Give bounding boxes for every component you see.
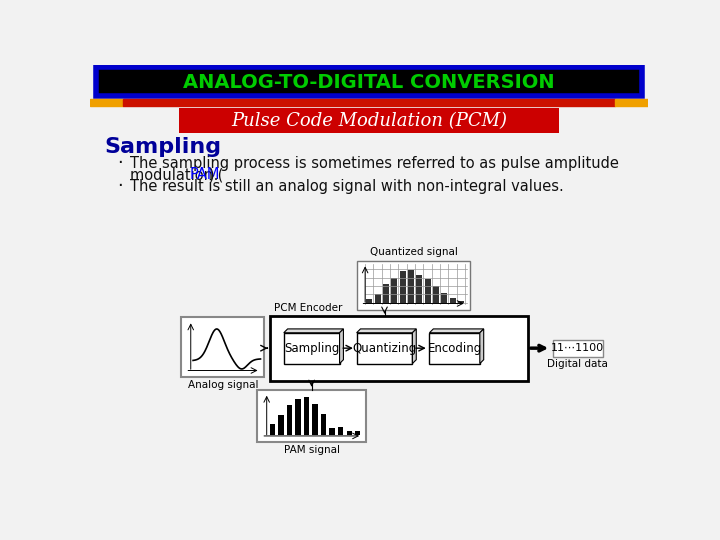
Text: Encoding: Encoding <box>428 342 482 355</box>
Text: Sampling: Sampling <box>284 342 339 355</box>
Bar <box>258 390 366 442</box>
Text: The sampling process is sometimes referred to as pulse amplitude: The sampling process is sometimes referr… <box>130 156 618 171</box>
Bar <box>408 269 414 303</box>
Bar <box>616 99 648 106</box>
Polygon shape <box>340 329 343 363</box>
Bar <box>284 333 340 363</box>
Text: The result is still an analog signal with non-integral values.: The result is still an analog signal wit… <box>130 179 563 194</box>
Text: PAM signal: PAM signal <box>284 445 340 455</box>
Bar <box>441 293 447 303</box>
Text: 11⋯1100: 11⋯1100 <box>552 343 604 353</box>
Bar <box>270 424 275 435</box>
FancyBboxPatch shape <box>96 67 642 96</box>
Text: Sampling: Sampling <box>104 137 221 157</box>
Bar <box>374 294 381 303</box>
Polygon shape <box>429 329 484 333</box>
Bar <box>433 286 439 303</box>
Bar <box>450 298 456 303</box>
Text: Quantized signal: Quantized signal <box>369 247 457 257</box>
Text: Quantizing: Quantizing <box>352 342 417 355</box>
Text: ).: ). <box>209 167 219 183</box>
Text: PCM Encoder: PCM Encoder <box>274 303 342 313</box>
Bar <box>90 99 122 106</box>
Polygon shape <box>413 329 416 363</box>
Bar <box>383 285 389 303</box>
Polygon shape <box>480 329 484 363</box>
Text: modulation (: modulation ( <box>130 167 223 183</box>
Bar <box>356 333 413 363</box>
Bar <box>270 316 528 381</box>
Bar <box>312 403 318 435</box>
Text: Pulse Code Modulation (PCM): Pulse Code Modulation (PCM) <box>231 112 507 130</box>
Bar <box>355 430 361 435</box>
Polygon shape <box>284 329 343 333</box>
Bar <box>122 99 616 106</box>
Bar <box>400 271 405 303</box>
Bar <box>338 427 343 435</box>
Bar <box>287 405 292 435</box>
Bar <box>304 397 310 435</box>
Bar <box>321 414 326 435</box>
Bar <box>416 274 422 303</box>
Polygon shape <box>356 329 416 333</box>
Bar <box>357 261 469 309</box>
Bar <box>553 340 603 356</box>
Bar <box>330 428 335 435</box>
Bar <box>366 299 372 303</box>
Text: ·: · <box>117 154 123 172</box>
Text: Digital data: Digital data <box>547 359 608 369</box>
Bar <box>179 108 559 132</box>
Text: ·: · <box>117 178 123 195</box>
Bar <box>425 280 431 303</box>
Bar <box>429 333 480 363</box>
Text: ANALOG-TO-DIGITAL CONVERSION: ANALOG-TO-DIGITAL CONVERSION <box>183 73 555 92</box>
Bar <box>295 399 301 435</box>
Text: PAM: PAM <box>190 167 220 183</box>
Bar <box>346 431 352 435</box>
Bar <box>392 278 397 303</box>
Bar <box>279 415 284 435</box>
Text: Analog signal: Analog signal <box>188 381 258 390</box>
Bar <box>458 301 464 303</box>
Bar <box>181 318 264 377</box>
